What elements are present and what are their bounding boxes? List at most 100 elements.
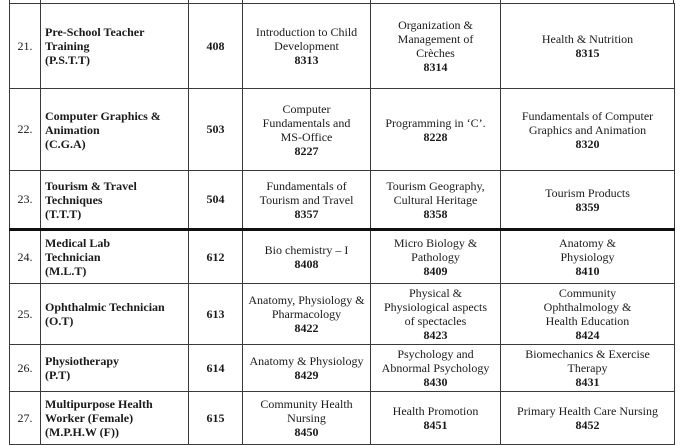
subject-code: 8451 (423, 418, 448, 432)
course-code-cell: 504 (188, 170, 243, 230)
serial-cell: 22. (9, 88, 41, 171)
table-border-remnant (673, 0, 674, 3)
subject-cell: Community Ophthalmology & Health Educati… (500, 283, 675, 345)
subject-name: Primary Health Care Nursing (517, 404, 658, 418)
subject-cell: Health & Nutrition 8315 (500, 3, 675, 89)
serial-cell: 25. (9, 283, 41, 345)
course-code-cell: 503 (188, 88, 243, 171)
table-border-remnant (500, 0, 501, 3)
table-row: 27. Multipurpose Health Worker (Female) (… (9, 391, 675, 445)
subject-cell: Physical & Physiological aspects of spec… (370, 283, 501, 345)
subject-code: 8359 (575, 199, 600, 214)
subject-code: 8430 (423, 375, 448, 389)
subject-code: 8313 (294, 53, 319, 67)
subject-name: Health Promotion (392, 404, 479, 418)
table-border-remnant (9, 0, 10, 3)
subject-cell: Bio chemistry – I 8408 (242, 228, 371, 284)
subject-name: Tourism Products (545, 185, 630, 200)
subject-cell: Introduction to Child Development 8313 (242, 3, 371, 89)
subject-cell: Anatomy & Physiology 8410 (500, 228, 675, 284)
subject-code: 8423 (423, 328, 448, 342)
subject-code: 8424 (575, 328, 600, 342)
subject-cell: Primary Health Care Nursing 8452 (500, 391, 675, 445)
serial-cell: 26. (9, 344, 41, 392)
table-row: 24. Medical Lab Technician (M.L.T) 612 Bio … (9, 228, 675, 284)
subject-code: 8314 (423, 60, 448, 74)
table-row: 23. Tourism & Travel Techniques (T.T.T) 50… (9, 170, 675, 230)
subject-cell: Biomechanics & Exercise Therapy 8431 (500, 344, 675, 392)
subject-name: Introduction to Child Development (255, 25, 358, 53)
subject-cell: Health Promotion 8451 (370, 391, 501, 445)
subject-cell: Fundamentals of Tourism and Travel 8357 (242, 170, 371, 230)
subject-cell: Micro Biology & Pathology 8409 (370, 228, 501, 284)
table-border-remnant (188, 0, 189, 3)
subject-cell: Fundamentals of Computer Graphics and An… (500, 88, 675, 171)
table-row: 21. Pre-School Teacher Training (P.S.T.T)… (9, 3, 675, 89)
serial-cell: 24. (9, 228, 41, 284)
subject-name: Fundamentals of Tourism and Travel (259, 178, 354, 207)
subject-code: 8357 (294, 206, 319, 221)
course-name-cell: Physiotherapy (P.T) (40, 344, 189, 392)
subject-code: 8320 (575, 136, 600, 151)
subject-cell: Tourism Products 8359 (500, 170, 675, 230)
subject-name: Community Health Nursing (260, 397, 353, 425)
subject-name: Community Ophthalmology & Health Educati… (543, 286, 632, 328)
course-code-cell: 613 (188, 283, 243, 345)
subject-name: Computer Fundamentals and MS-Office (262, 101, 351, 144)
subject-name: Programming in ‘C’. (385, 115, 486, 130)
subject-code: 8450 (294, 425, 319, 439)
subject-name: Health & Nutrition (541, 32, 634, 46)
subject-name: Fundamentals of Computer Graphics and An… (521, 108, 654, 137)
subject-code: 8358 (423, 206, 448, 221)
subject-code: 8429 (294, 368, 319, 382)
course-code-cell: 615 (188, 391, 243, 445)
subject-name: Anatomy & Physiology (249, 354, 364, 368)
subject-name: Micro Biology & Pathology (393, 236, 478, 264)
subject-cell: Community Health Nursing 8450 (242, 391, 371, 445)
subject-name: Tourism Geography, Cultural Heritage (386, 178, 485, 207)
course-name-cell: Medical Lab Technician (M.L.T) (40, 228, 189, 284)
subject-code: 8409 (423, 264, 448, 278)
course-name-cell: Computer Graphics & Animation (C.G.A) (40, 88, 189, 171)
subject-name: Anatomy & Physiology (559, 236, 616, 264)
serial-cell: 21. (9, 3, 41, 89)
subject-cell: Psychology and Abnormal Psychology 8430 (370, 344, 501, 392)
course-code-cell: 612 (188, 228, 243, 284)
course-name-cell: Multipurpose Health Worker (Female) (M.P… (40, 391, 189, 445)
subject-name: Organization & Management of Crèches (397, 18, 474, 60)
subject-name: Psychology and Abnormal Psychology (381, 347, 490, 375)
subject-code: 8315 (575, 46, 600, 60)
course-name-cell: Pre-School Teacher Training (P.S.T.T) (40, 3, 189, 89)
subject-code: 8410 (575, 264, 600, 278)
subject-code: 8452 (575, 418, 600, 432)
course-name-cell: Tourism & Travel Techniques (T.T.T) (40, 170, 189, 230)
course-code-cell: 614 (188, 344, 243, 392)
subject-cell: Computer Fundamentals and MS-Office 8227 (242, 88, 371, 171)
subject-code: 8431 (575, 375, 600, 389)
subject-name: Biomechanics & Exercise Therapy (525, 347, 650, 375)
subject-name: Physical & Physiological aspects of spec… (384, 286, 487, 328)
course-table-body: 21. Pre-School Teacher Training (P.S.T.T)… (9, 3, 675, 445)
table-row: 25. Ophthalmic Technician (O.T) 613 Anatomy… (9, 283, 675, 345)
subject-code: 8228 (423, 129, 448, 144)
course-subject-table: 21. Pre-School Teacher Training (P.S.T.T)… (9, 3, 675, 445)
subject-code: 8227 (294, 143, 319, 158)
serial-cell: 23. (9, 170, 41, 230)
course-code-cell: 408 (188, 3, 243, 89)
table-border-remnant (40, 0, 41, 3)
subject-name: Anatomy, Physiology & Pharmacology (248, 293, 365, 321)
subject-code: 8422 (294, 321, 319, 335)
subject-cell: Organization & Management of Crèches 8314 (370, 3, 501, 89)
table-border-remnant (242, 0, 243, 3)
table-border-remnant (370, 0, 371, 3)
subject-code: 8408 (294, 257, 319, 271)
subject-cell: Anatomy & Physiology 8429 (242, 344, 371, 392)
subject-name: Bio chemistry – I (264, 243, 349, 257)
course-name-cell: Ophthalmic Technician (O.T) (40, 283, 189, 345)
subject-cell: Anatomy, Physiology & Pharmacology 8422 (242, 283, 371, 345)
serial-cell: 27. (9, 391, 41, 445)
table-row: 26. Physiotherapy (P.T) 614 Anatomy & Physi… (9, 344, 675, 392)
subject-cell: Programming in ‘C’. 8228 (370, 88, 501, 171)
table-row: 22. Computer Graphics & Animation (C.G.A)… (9, 88, 675, 171)
